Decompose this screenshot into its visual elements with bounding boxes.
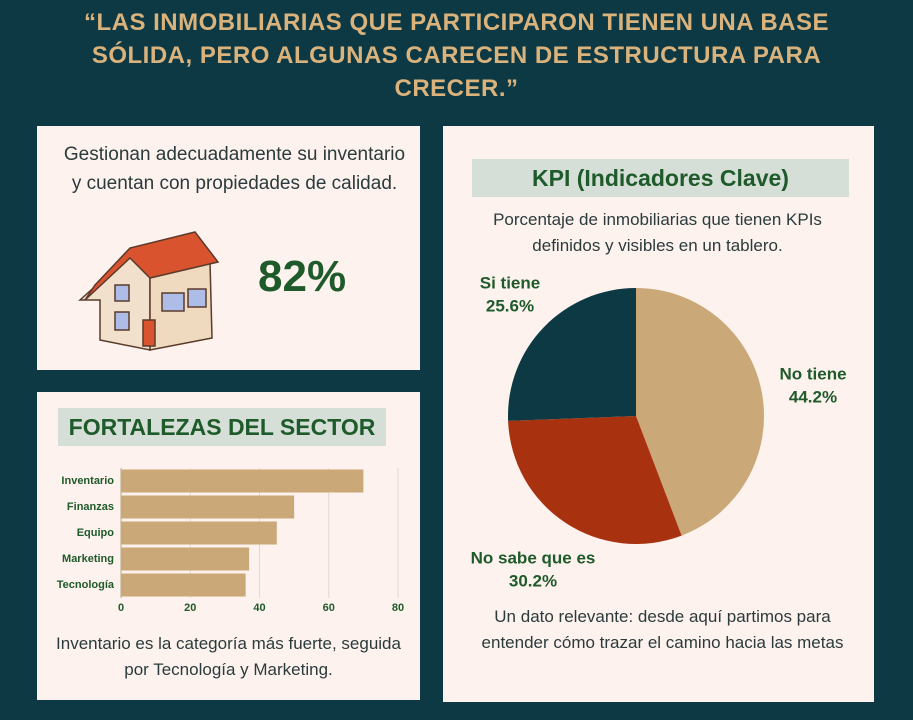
x-tick-label: 20 bbox=[184, 602, 196, 614]
bar-caption: Inventario es la categoría más fuerte, s… bbox=[56, 634, 401, 679]
pie-note: Un dato relevante: desde aquí partimos p… bbox=[481, 607, 844, 652]
bar bbox=[121, 573, 246, 597]
inventory-stat: 82% bbox=[258, 252, 347, 301]
pie-slice bbox=[636, 288, 765, 536]
slice-label: No tiene bbox=[779, 364, 846, 383]
bar bbox=[121, 521, 277, 545]
bar bbox=[121, 469, 364, 493]
y-tick-label: Equipo bbox=[77, 527, 115, 539]
slice-value-label: 44.2% bbox=[789, 387, 837, 406]
house-icon bbox=[78, 231, 220, 351]
pie-title: KPI (Indicadores Clave) bbox=[472, 159, 849, 197]
x-tick-label: 80 bbox=[392, 602, 404, 614]
bar-title: FORTALEZAS DEL SECTOR bbox=[58, 408, 386, 446]
page-title: “LAS INMOBILIARIAS QUE PARTICIPARON TIEN… bbox=[83, 9, 830, 102]
slice-label: Si tiene bbox=[480, 273, 540, 292]
bar bbox=[121, 495, 295, 519]
bar bbox=[121, 547, 250, 571]
y-tick-label: Tecnología bbox=[57, 579, 115, 591]
slice-value-label: 30.2% bbox=[509, 571, 557, 590]
pie-subtitle: Porcentaje de inmobiliarias que tienen K… bbox=[493, 210, 822, 255]
inventory-text: Gestionan adecuadamente su inventario y … bbox=[63, 144, 406, 194]
x-tick-label: 60 bbox=[323, 602, 335, 614]
pie-slice bbox=[508, 288, 636, 421]
slice-value-label: 25.6% bbox=[486, 296, 534, 315]
y-tick-label: Marketing bbox=[62, 553, 114, 565]
slice-label: No sabe que es bbox=[471, 548, 596, 567]
pie-slice bbox=[508, 416, 682, 544]
x-tick-label: 0 bbox=[118, 602, 124, 614]
x-tick-label: 40 bbox=[253, 602, 265, 614]
y-tick-label: Finanzas bbox=[67, 501, 114, 513]
y-tick-label: Inventario bbox=[61, 475, 114, 487]
